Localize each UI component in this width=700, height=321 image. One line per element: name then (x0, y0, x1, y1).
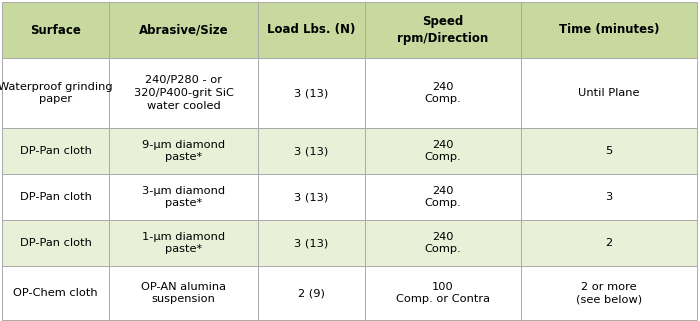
Text: 3-μm diamond
paste*: 3-μm diamond paste* (142, 186, 225, 208)
Bar (2, 2, 109, 58)
Text: 100
Comp. or Contra: 100 Comp. or Contra (396, 282, 490, 304)
Text: 3 (13): 3 (13) (295, 146, 328, 156)
Text: Load Lbs. (N): Load Lbs. (N) (267, 23, 356, 37)
Text: 3 (13): 3 (13) (295, 88, 328, 98)
Bar (258, 174, 365, 220)
Text: 240
Comp.: 240 Comp. (425, 186, 461, 208)
Bar (109, 58, 258, 128)
Bar (109, 220, 258, 266)
Bar (521, 266, 697, 320)
Bar (109, 2, 258, 58)
Bar (521, 220, 697, 266)
Text: 2 or more
(see below): 2 or more (see below) (576, 282, 642, 304)
Text: DP-Pan cloth: DP-Pan cloth (20, 192, 92, 202)
Text: 3 (13): 3 (13) (295, 238, 328, 248)
Bar (258, 128, 365, 174)
Bar (365, 266, 521, 320)
Bar (2, 266, 109, 320)
Text: OP-Chem cloth: OP-Chem cloth (13, 288, 98, 298)
Bar (258, 266, 365, 320)
Text: 3 (13): 3 (13) (295, 192, 328, 202)
Bar (109, 128, 258, 174)
Text: Surface: Surface (30, 23, 81, 37)
Bar (2, 220, 109, 266)
Text: 1-μm diamond
paste*: 1-μm diamond paste* (142, 231, 225, 255)
Bar (258, 58, 365, 128)
Bar (365, 174, 521, 220)
Text: Abrasive/Size: Abrasive/Size (139, 23, 228, 37)
Text: Waterproof grinding
paper: Waterproof grinding paper (0, 82, 113, 104)
Bar (258, 2, 365, 58)
Text: 2 (9): 2 (9) (298, 288, 325, 298)
Text: 240/P280 - or
320/P400-grit SiC
water cooled: 240/P280 - or 320/P400-grit SiC water co… (134, 75, 233, 111)
Text: 9-μm diamond
paste*: 9-μm diamond paste* (142, 140, 225, 162)
Bar (365, 2, 521, 58)
Text: OP-AN alumina
suspension: OP-AN alumina suspension (141, 282, 226, 304)
Text: 240
Comp.: 240 Comp. (425, 140, 461, 162)
Bar (2, 58, 109, 128)
Text: 240
Comp.: 240 Comp. (425, 82, 461, 104)
Bar (365, 58, 521, 128)
Text: 240
Comp.: 240 Comp. (425, 231, 461, 255)
Text: 3: 3 (606, 192, 612, 202)
Bar (521, 174, 697, 220)
Text: Time (minutes): Time (minutes) (559, 23, 659, 37)
Bar (365, 220, 521, 266)
Bar (521, 58, 697, 128)
Bar (365, 128, 521, 174)
Text: 5: 5 (606, 146, 612, 156)
Bar (109, 266, 258, 320)
Bar (521, 2, 697, 58)
Text: DP-Pan cloth: DP-Pan cloth (20, 238, 92, 248)
Text: Speed
rpm/Direction: Speed rpm/Direction (398, 15, 489, 45)
Text: 2: 2 (606, 238, 612, 248)
Bar (258, 220, 365, 266)
Text: DP-Pan cloth: DP-Pan cloth (20, 146, 92, 156)
Bar (2, 128, 109, 174)
Bar (521, 128, 697, 174)
Bar (109, 174, 258, 220)
Bar (2, 174, 109, 220)
Text: Until Plane: Until Plane (578, 88, 640, 98)
